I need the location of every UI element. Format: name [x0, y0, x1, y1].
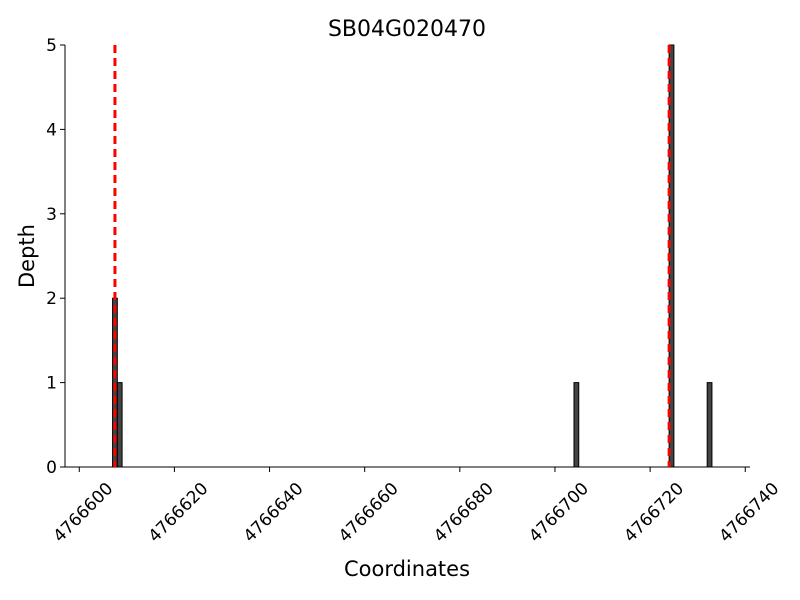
x-tick-label: 4766740	[716, 479, 784, 547]
x-tick-label: 4766680	[430, 479, 498, 547]
y-tick-label: 1	[46, 374, 57, 394]
y-tick-label: 2	[46, 289, 57, 309]
x-tick-label: 4766700	[525, 479, 593, 547]
x-tick-label: 4766620	[145, 479, 213, 547]
x-tick-label: 4766640	[240, 479, 308, 547]
bar	[573, 382, 580, 468]
x-tick-label: 4766660	[335, 479, 403, 547]
chart-title: SB04G020470	[328, 17, 486, 42]
x-tick-label: 4766600	[50, 479, 118, 547]
y-tick-label: 3	[46, 205, 57, 225]
y-axis-label: Depth	[15, 224, 39, 288]
y-tick-label: 5	[46, 36, 57, 56]
bar	[116, 382, 123, 468]
y-tick-label: 4	[46, 120, 57, 140]
bar	[706, 382, 713, 468]
x-axis-label: Coordinates	[344, 557, 470, 581]
y-tick-label: 0	[46, 458, 57, 478]
x-tick-label: 4766720	[620, 479, 688, 547]
